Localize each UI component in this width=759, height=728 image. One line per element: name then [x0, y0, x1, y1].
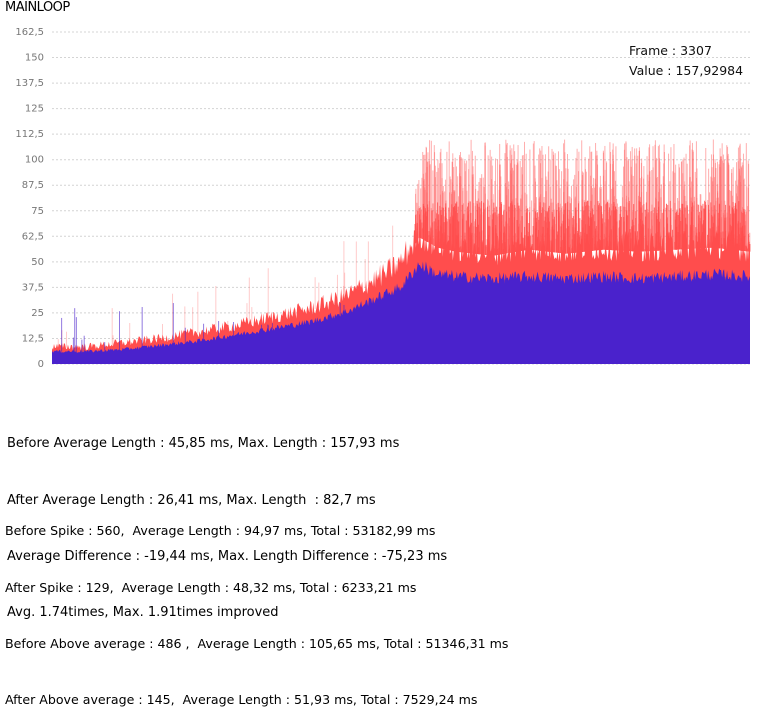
y-tick-label: 137,5: [15, 78, 44, 89]
area-series-2: [52, 261, 750, 364]
chart-title: MAINLOOP: [5, 0, 70, 15]
tooltip: Frame : 3307 Value : 157,92984: [629, 43, 743, 78]
after-spike-line: After Spike : 129, Average Length : 48,3…: [5, 579, 417, 595]
y-tick-label: 75: [31, 206, 44, 217]
y-tick-label: 25: [31, 308, 44, 319]
tooltip-value: Value : 157,92984: [629, 63, 743, 78]
y-tick-label: 125: [25, 104, 44, 115]
y-tick-label: 50: [31, 257, 44, 268]
before-spike-line: Before Spike : 560, Average Length : 94,…: [5, 523, 436, 539]
after-above-average-line: After Above average : 145, Average Lengt…: [5, 691, 478, 707]
y-tick-label: 87,5: [22, 180, 44, 191]
after-average-line: After Average Length : 26,41 ms, Max. Le…: [7, 492, 376, 508]
tooltip-frame: Frame : 3307: [629, 43, 712, 58]
y-tick-label: 162,5: [15, 27, 44, 38]
before-average-line: Before Average Length : 45,85 ms, Max. L…: [7, 436, 400, 452]
average-difference-line: Average Difference : -19,44 ms, Max. Len…: [7, 548, 448, 564]
before-above-average-line: Before Above average : 486 , Average Len…: [5, 635, 509, 651]
y-tick-label: 0: [38, 359, 44, 370]
spike-summary: Before Spike : 560, Average Length : 94,…: [5, 485, 508, 728]
chart-area: 162,5 150 137,5 125 112,5 100 87,5 75 62,5 50 37,5…: [15, 27, 751, 370]
y-tick-label: 62,5: [22, 231, 44, 242]
y-axis-ticks: 162,5 150 137,5 125 112,5 100 87,5 75 62,5 50 37,5…: [15, 27, 44, 370]
y-tick-label: 100: [25, 155, 44, 166]
y-tick-label: 12,5: [22, 333, 44, 344]
y-tick-label: 112,5: [15, 129, 44, 140]
y-tick-label: 150: [25, 53, 44, 64]
y-tick-label: 37,5: [22, 282, 44, 293]
